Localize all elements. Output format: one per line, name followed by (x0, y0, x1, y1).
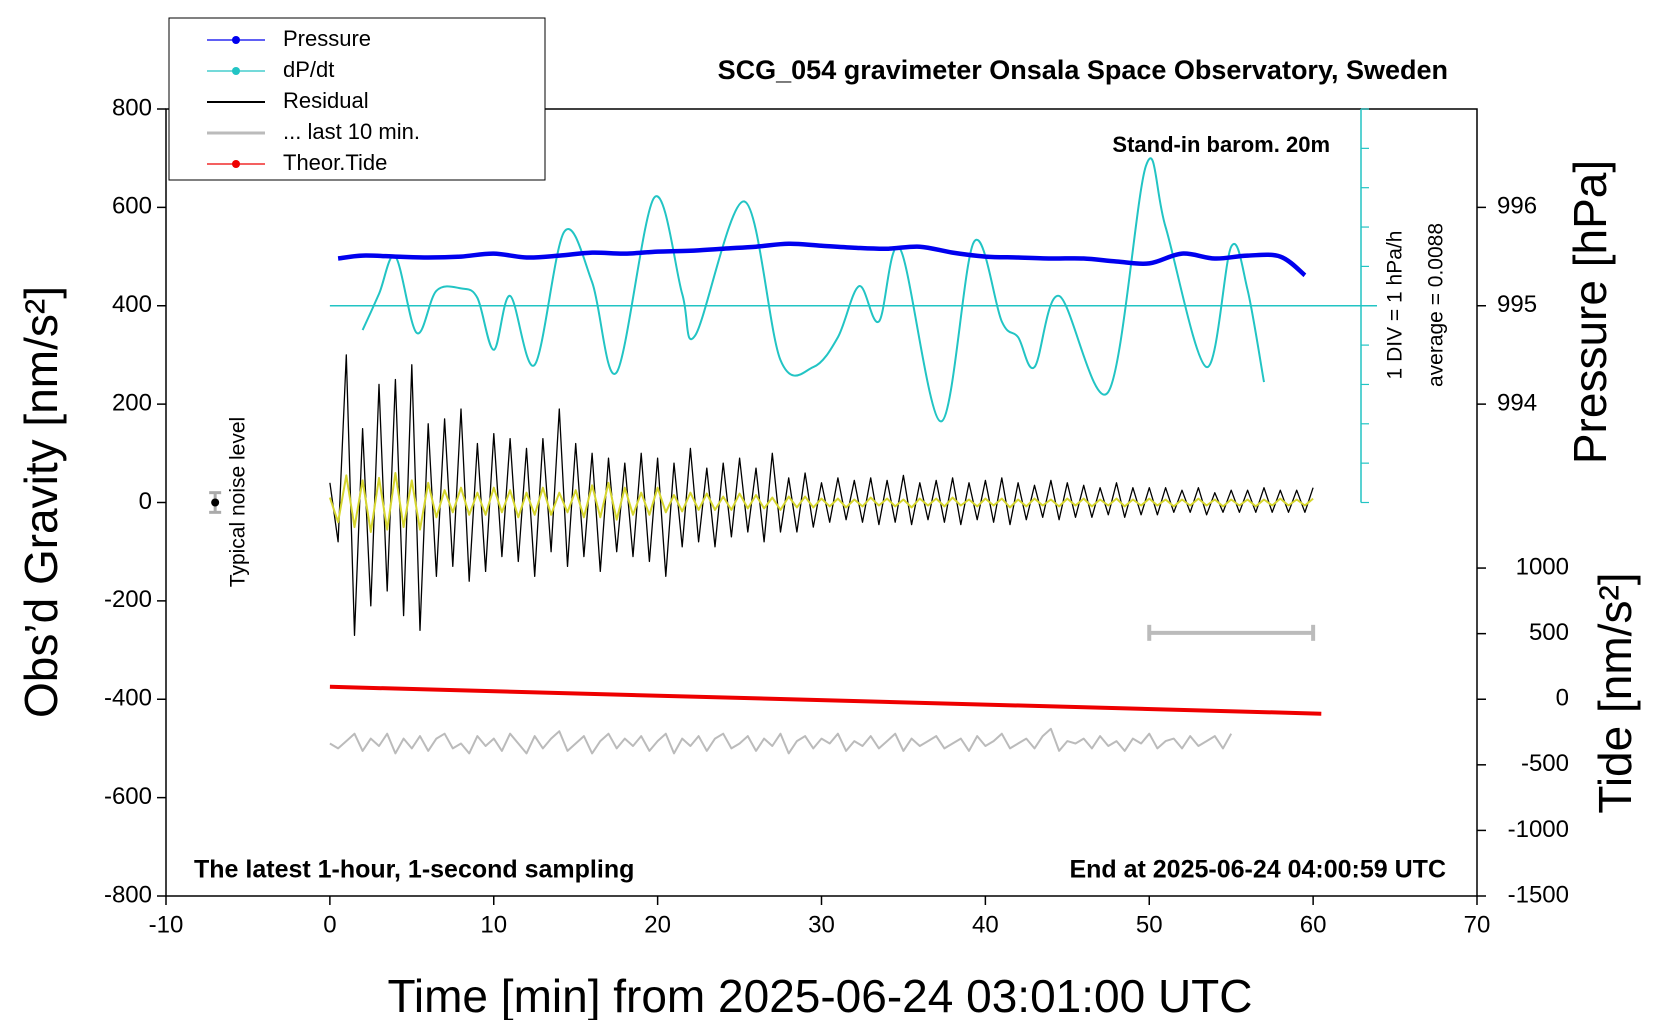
legend: Pressure dP/dt Residual ... last 10 min. The… (168, 17, 546, 181)
y-tick-label: 200 (112, 389, 152, 416)
y-tick-label: 800 (112, 94, 152, 121)
tide-tick-label: -500 (1521, 750, 1569, 777)
tide-tick-label: 1000 (1516, 553, 1569, 580)
y-tick-label: -600 (104, 783, 152, 810)
tide-tick-label: 500 (1529, 619, 1569, 646)
series-line (329, 684, 1322, 716)
legend-label: dP/dt (283, 57, 334, 82)
div-note: 1 DIV = 1 hPa/h (1384, 231, 1407, 380)
barometer-note: Stand-in barom. 20m (1112, 132, 1330, 157)
legend-label: ... last 10 min. (283, 119, 420, 144)
pressure-tick-label: 994 (1497, 389, 1537, 416)
pressure-tick-label: 995 (1497, 291, 1537, 318)
noise-point (211, 498, 220, 507)
tide-tick-label: -1500 (1508, 881, 1569, 908)
legend-label: Residual (283, 88, 369, 113)
filtered-line (328, 472, 1314, 533)
tide-tick-label: 0 (1556, 685, 1569, 712)
noise-label: Typical noise level (227, 417, 250, 587)
legend-label: Theor.Tide (283, 150, 387, 175)
tide-axis-label: Tide [nm/s²] (1589, 572, 1641, 813)
y-tick-label: 600 (112, 193, 152, 220)
average-note: average = 0.0088 (1425, 223, 1448, 387)
x-tick-label: 40 (972, 911, 999, 938)
series-line (329, 354, 1314, 636)
x-tick-label: 70 (1464, 911, 1491, 938)
legend-marker (232, 160, 240, 168)
pressure-tick-label: 996 (1497, 193, 1537, 220)
x-tick-label: -10 (149, 911, 184, 938)
pressure-axis-label: Pressure [hPa] (1564, 160, 1616, 464)
y-axis-label: Obs’d Gravity [nm/s²] (15, 286, 67, 718)
tide-tick-label: -1000 (1508, 816, 1569, 843)
x-tick-label: 20 (644, 911, 671, 938)
chart-title: SCG_054 gravimeter Onsala Space Observat… (718, 55, 1448, 85)
legend-label: Pressure (283, 26, 371, 51)
y-tick-label: 400 (112, 291, 152, 318)
series-line (329, 727, 1233, 755)
end-note: End at 2025-06-24 04:00:59 UTC (1069, 856, 1446, 884)
x-tick-label: 60 (1300, 911, 1327, 938)
legend-box (168, 17, 546, 181)
x-axis-label: Time [min] from 2025-06-24 03:01:00 UTC (388, 970, 1253, 1020)
x-tick-label: 50 (1136, 911, 1163, 938)
plot-frame (165, 108, 1478, 897)
legend-marker (232, 36, 240, 44)
series-line (337, 241, 1307, 278)
legend-marker (232, 67, 240, 75)
x-tick-label: 10 (480, 911, 507, 938)
x-tick-label: 0 (323, 911, 336, 938)
y-tick-label: -800 (104, 881, 152, 908)
x-tick-label: 30 (808, 911, 835, 938)
sampling-note: The latest 1-hour, 1-second sampling (194, 856, 634, 884)
y-tick-label: -400 (104, 685, 152, 712)
y-tick-label: 0 (139, 488, 152, 515)
y-tick-label: -200 (104, 586, 152, 613)
series-line (361, 157, 1265, 423)
